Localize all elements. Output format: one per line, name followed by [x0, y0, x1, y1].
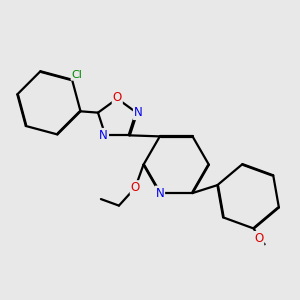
Text: O: O [113, 91, 122, 103]
Text: O: O [131, 181, 140, 194]
Text: N: N [134, 106, 142, 119]
Text: Cl: Cl [71, 70, 82, 80]
Text: O: O [254, 232, 263, 245]
Text: N: N [155, 187, 164, 200]
Text: N: N [99, 129, 108, 142]
